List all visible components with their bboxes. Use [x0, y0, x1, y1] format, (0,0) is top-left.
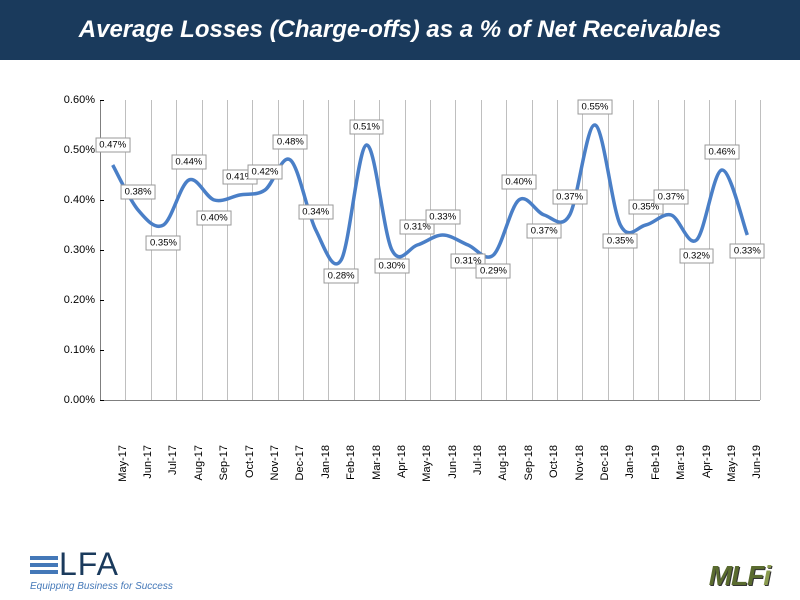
- elfa-bars-icon: [30, 556, 58, 574]
- data-label: 0.42%: [248, 165, 283, 180]
- x-tick-label: Apr-18: [396, 445, 408, 478]
- data-label: 0.33%: [425, 210, 460, 225]
- y-tick-label: 0.20%: [40, 294, 95, 306]
- y-axis: 0.00%0.10%0.20%0.30%0.40%0.50%0.60%: [40, 100, 100, 400]
- x-tick-label: Jan-19: [624, 445, 636, 479]
- plot-region: 0.47%0.38%0.35%0.44%0.40%0.41%0.42%0.48%…: [100, 100, 760, 400]
- data-label: 0.35%: [603, 234, 638, 249]
- x-tick-label: Jun-18: [447, 445, 459, 479]
- x-tick-label: Apr-19: [701, 445, 713, 478]
- x-tick-label: Nov-17: [269, 445, 281, 480]
- data-label: 0.34%: [298, 205, 333, 220]
- data-label: 0.37%: [654, 190, 689, 205]
- x-tick-label: Oct-18: [548, 445, 560, 478]
- x-tick-label: Aug-18: [497, 445, 509, 480]
- data-label: 0.35%: [146, 236, 181, 251]
- x-tick-label: Jan-18: [320, 445, 332, 479]
- x-tick-label: Jul-17: [167, 445, 179, 475]
- x-tick-label: Sep-18: [523, 445, 535, 480]
- x-tick-label: Jun-17: [142, 445, 154, 479]
- x-tick-label: May-17: [117, 445, 129, 482]
- x-tick-label: Feb-18: [345, 445, 357, 480]
- data-label: 0.37%: [527, 224, 562, 239]
- data-label: 0.40%: [197, 211, 232, 226]
- x-tick-label: Dec-18: [599, 445, 611, 480]
- footer-logos: LFA Equipping Business for Success MLFi: [30, 512, 770, 592]
- y-tick-label: 0.30%: [40, 244, 95, 256]
- data-label: 0.46%: [704, 145, 739, 160]
- x-tick-label: May-19: [726, 445, 738, 482]
- elfa-logo: LFA Equipping Business for Success: [30, 546, 173, 592]
- data-label: 0.48%: [273, 135, 308, 150]
- x-tick-label: May-18: [421, 445, 433, 482]
- x-tick-label: Aug-17: [193, 445, 205, 480]
- data-label: 0.33%: [730, 244, 765, 259]
- x-axis: May-17Jun-17Jul-17Aug-17Sep-17Oct-17Nov-…: [100, 400, 760, 460]
- data-label: 0.40%: [501, 175, 536, 190]
- title-bar: Average Losses (Charge-offs) as a % of N…: [0, 0, 800, 60]
- x-tick-label: Dec-17: [294, 445, 306, 480]
- data-label: 0.55%: [578, 100, 613, 115]
- data-label: 0.32%: [679, 249, 714, 264]
- chart-title: Average Losses (Charge-offs) as a % of N…: [79, 16, 721, 44]
- x-tick-label: Nov-18: [574, 445, 586, 480]
- x-tick-label: Jun-19: [751, 445, 763, 479]
- data-label: 0.30%: [374, 259, 409, 274]
- elfa-text: LFA: [59, 546, 119, 583]
- x-tick-label: Jul-18: [472, 445, 484, 475]
- y-tick-label: 0.50%: [40, 144, 95, 156]
- x-tick-label: Feb-19: [650, 445, 662, 480]
- mlfi-logo: MLFi: [709, 560, 770, 592]
- data-label: 0.47%: [95, 138, 130, 153]
- x-tick-label: Oct-17: [244, 445, 256, 478]
- line-series: [100, 100, 760, 400]
- x-tick-label: Mar-19: [675, 445, 687, 480]
- y-tick-label: 0.00%: [40, 394, 95, 406]
- data-label: 0.37%: [552, 190, 587, 205]
- x-tick-label: Mar-18: [371, 445, 383, 480]
- y-tick-label: 0.60%: [40, 94, 95, 106]
- elfa-tagline: Equipping Business for Success: [30, 581, 173, 592]
- y-tick-label: 0.10%: [40, 344, 95, 356]
- y-tick-label: 0.40%: [40, 194, 95, 206]
- x-tick-label: Sep-17: [218, 445, 230, 480]
- data-label: 0.51%: [349, 120, 384, 135]
- data-label: 0.44%: [171, 155, 206, 170]
- data-label: 0.38%: [121, 185, 156, 200]
- chart-area: 0.00%0.10%0.20%0.30%0.40%0.50%0.60% 0.47…: [40, 100, 760, 460]
- data-label: 0.29%: [476, 264, 511, 279]
- data-label: 0.28%: [324, 269, 359, 284]
